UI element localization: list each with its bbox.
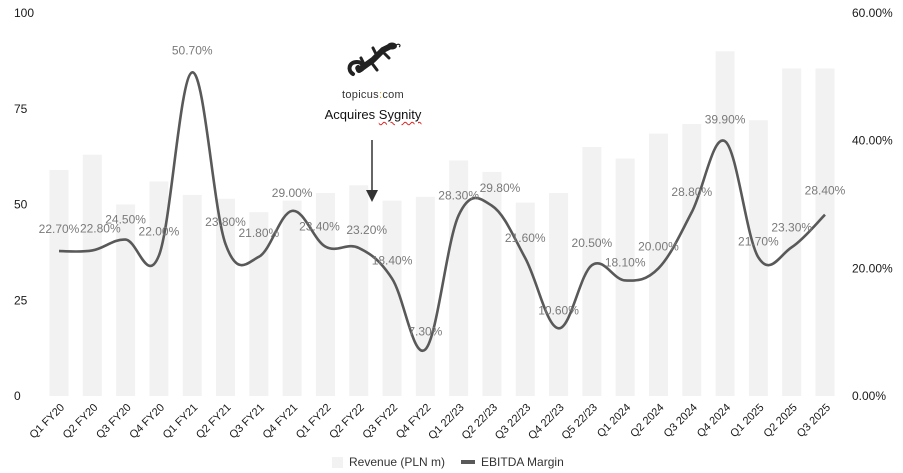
logo-right-text: com: [382, 89, 404, 101]
legend-item-revenue: Revenue (PLN m): [332, 455, 445, 469]
legend-revenue-label: Revenue (PLN m): [349, 455, 446, 469]
ebitda-data-label: 22.00%: [139, 225, 180, 239]
x-axis-tick: Q4 FY20: [127, 402, 167, 442]
ebitda-data-label: 21.60%: [505, 231, 546, 245]
ebitda-data-label: 23.80%: [205, 215, 246, 229]
ebitda-data-label: 7.30%: [408, 324, 442, 338]
revenue-bar: [282, 200, 302, 396]
x-axis-tick: Q3 FY20: [94, 402, 134, 442]
x-axis-tick: Q3 2025: [795, 402, 833, 440]
logo-left-text: topicus: [342, 89, 379, 101]
revenue-bar: [149, 181, 169, 396]
revenue-bar: [49, 170, 69, 396]
x-axis-tick: Q1 2024: [595, 402, 633, 440]
left-axis-tick: 100: [14, 6, 34, 20]
ebitda-data-labels: 22.70% 22.80%24.50%22.00% 50.70% 23.80%21.8…: [39, 43, 846, 338]
revenue-bar: [349, 185, 369, 396]
legend-ebitda-label: EBITDA Margin: [481, 455, 564, 469]
revenue-bar: [582, 147, 602, 396]
logo-separator: :: [378, 89, 383, 101]
ebitda-data-label: 24.50%: [105, 213, 146, 227]
acquisition-annotation: topicus:com Acquires Sygnity: [318, 40, 428, 122]
ebitda-data-label: 29.00%: [272, 186, 313, 200]
x-axis-tick: Q2 FY20: [61, 402, 101, 442]
ebitda-data-label: 50.70%: [172, 43, 213, 57]
left-axis: 0 25 50 75 100: [14, 6, 34, 403]
ebitda-data-label: 23.20%: [346, 223, 387, 237]
topicus-logo-text: topicus:com: [318, 89, 428, 101]
x-axis-tick: Q4 2024: [695, 402, 733, 440]
left-axis-tick: 75: [14, 102, 28, 116]
revenue-bar: [682, 124, 702, 396]
left-axis-tick: 50: [14, 198, 28, 212]
gecko-logo-icon: [347, 42, 401, 76]
bar-swatch-icon: [332, 456, 343, 468]
ebitda-data-label: 28.80%: [671, 185, 712, 199]
ebitda-data-label: 28.40%: [805, 184, 846, 198]
legend-item-ebitda: EBITDA Margin: [461, 455, 564, 469]
revenue-bar: [549, 193, 569, 396]
revenue-bar: [648, 133, 668, 396]
annotation-caption: Acquires Sygnity: [318, 107, 428, 122]
right-axis-tick: 40.00%: [852, 134, 893, 148]
caption-company: Sygnity: [378, 107, 422, 122]
x-axis-tick: Q3 FY21: [227, 402, 267, 442]
ebitda-data-label: 39.90%: [705, 112, 746, 126]
revenue-bar: [382, 200, 402, 396]
x-axis-tick: Q3 FY22: [361, 402, 401, 442]
x-axis-tick: Q2 2025: [761, 402, 799, 440]
x-axis-tick: Q2 FY22: [327, 402, 367, 442]
x-axis-tick: Q5 22/23: [559, 402, 599, 442]
left-axis-tick: 25: [14, 293, 28, 307]
left-axis-tick: 0: [14, 389, 21, 403]
ebitda-data-label: 21.70%: [738, 234, 779, 248]
ebitda-data-label: 22.70%: [39, 222, 80, 236]
right-axis-tick: 0.00%: [852, 389, 886, 403]
x-axis-tick: Q1 FY20: [28, 402, 68, 442]
revenue-bar: [815, 68, 835, 396]
revenue-bar: [116, 204, 136, 396]
ebitda-data-label: 23.40%: [299, 220, 340, 234]
x-axis-tick: Q3 2024: [662, 402, 700, 440]
ebitda-data-label: 22.80%: [80, 221, 121, 235]
x-axis-tick: Q2 FY21: [194, 402, 234, 442]
revenue-bar: [715, 51, 735, 397]
ebitda-data-label: 28.30%: [438, 188, 479, 202]
revenue-bar: [782, 68, 802, 396]
x-axis-tick: Q1 FY21: [161, 402, 201, 442]
ebitda-data-label: 18.40%: [372, 254, 413, 268]
ebitda-data-label: 21.80%: [238, 226, 279, 240]
revenue-bar: [615, 158, 635, 396]
revenue-bar: [415, 196, 435, 396]
x-axis-tick: Q1 2025: [728, 402, 766, 440]
revenue-bar: [182, 194, 202, 396]
revenue-bar: [216, 198, 236, 396]
ebitda-data-label: 18.10%: [605, 255, 646, 269]
revenue-bar: [449, 160, 469, 396]
ebitda-data-label: 10.60%: [538, 303, 579, 317]
right-axis: 0.00% 20.00% 40.00% 60.00%: [852, 6, 893, 403]
ebitda-margin-line: [58, 71, 826, 353]
right-axis-tick: 20.00%: [852, 261, 893, 275]
x-axis-tick: Q2 2024: [628, 402, 666, 440]
chart-legend: Revenue (PLN m) EBITDA Margin: [332, 455, 564, 469]
caption-prefix: Acquires: [324, 107, 379, 122]
revenue-bar: [482, 171, 502, 396]
ebitda-data-label: 29.80%: [480, 181, 521, 195]
right-axis-tick: 60.00%: [852, 6, 893, 20]
revenue-bar: [82, 154, 102, 396]
x-axis-tick: Q4 FY21: [261, 402, 301, 442]
ebitda-data-label: 23.30%: [771, 220, 812, 234]
ebitda-data-label: 20.00%: [638, 239, 679, 253]
ebitda-data-label: 20.50%: [572, 236, 613, 250]
x-axis-tick: Q1 FY22: [294, 402, 334, 442]
acquisition-arrow: [366, 140, 378, 202]
line-swatch-icon: [461, 460, 476, 464]
